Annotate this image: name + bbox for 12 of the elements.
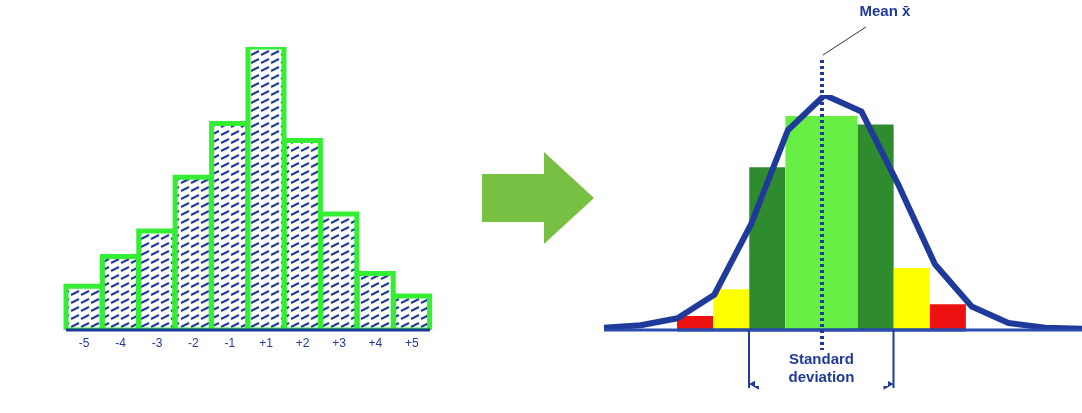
text: Standard deviation [755,350,888,386]
x-tick-label: -5 [78,335,90,350]
x-tick-label: -2 [188,335,200,350]
x-tick-label: -1 [224,335,236,350]
x-tick-label: -3 [151,335,163,350]
x-tick-label: +3 [332,335,347,350]
x-tick-label: +5 [404,335,419,350]
text: Mean x̄ [859,2,911,19]
x-tick-label: -4 [115,335,127,350]
x-tick-label: +2 [295,335,310,350]
x-tick-label: +1 [259,335,274,350]
x-tick-label: +4 [368,335,383,350]
